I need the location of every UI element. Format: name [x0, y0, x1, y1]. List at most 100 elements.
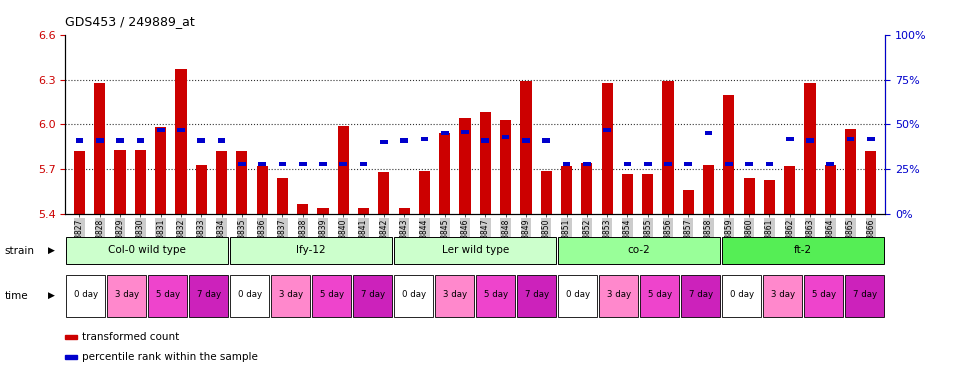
- Text: 3 day: 3 day: [771, 290, 795, 299]
- Bar: [419, 171, 430, 214]
- Bar: [176, 69, 186, 214]
- Bar: [662, 81, 674, 214]
- Bar: [378, 172, 390, 214]
- Bar: [229, 274, 269, 317]
- Text: ▶: ▶: [48, 291, 55, 300]
- Text: ft-2: ft-2: [794, 245, 812, 255]
- Bar: [340, 162, 348, 166]
- Text: GDS453 / 249889_at: GDS453 / 249889_at: [65, 15, 195, 28]
- Bar: [318, 208, 328, 214]
- Text: 0 day: 0 day: [74, 290, 98, 299]
- Bar: [218, 138, 226, 143]
- Bar: [622, 174, 633, 214]
- Bar: [522, 138, 530, 143]
- Bar: [825, 165, 836, 214]
- Text: 0 day: 0 day: [565, 290, 589, 299]
- Bar: [705, 131, 712, 135]
- Bar: [66, 274, 106, 317]
- Text: 3 day: 3 day: [607, 290, 631, 299]
- Bar: [558, 237, 720, 264]
- Bar: [681, 274, 720, 317]
- Bar: [439, 133, 450, 214]
- Bar: [360, 162, 368, 166]
- Bar: [278, 162, 286, 166]
- Text: transformed count: transformed count: [82, 332, 179, 342]
- Text: 7 day: 7 day: [197, 290, 221, 299]
- Text: Ler wild type: Ler wild type: [442, 245, 509, 255]
- Bar: [867, 137, 875, 141]
- Text: 7 day: 7 day: [361, 290, 385, 299]
- Bar: [258, 162, 266, 166]
- Text: 5 day: 5 day: [320, 290, 344, 299]
- Bar: [516, 274, 556, 317]
- Bar: [561, 166, 572, 214]
- Bar: [723, 94, 734, 214]
- Bar: [722, 274, 761, 317]
- Bar: [460, 119, 470, 214]
- Bar: [804, 274, 843, 317]
- Bar: [398, 208, 410, 214]
- Bar: [804, 83, 816, 214]
- Bar: [482, 138, 490, 143]
- Bar: [644, 162, 652, 166]
- Bar: [96, 138, 104, 143]
- Bar: [394, 274, 433, 317]
- Bar: [319, 162, 326, 166]
- Bar: [236, 152, 248, 214]
- Text: strain: strain: [5, 246, 35, 256]
- Bar: [683, 190, 694, 214]
- Text: 5 day: 5 day: [156, 290, 180, 299]
- Text: 5 day: 5 day: [811, 290, 836, 299]
- Bar: [116, 138, 124, 143]
- Text: Col-0 wild type: Col-0 wild type: [108, 245, 186, 255]
- Bar: [400, 138, 408, 143]
- Text: percentile rank within the sample: percentile rank within the sample: [82, 352, 257, 362]
- Bar: [520, 81, 532, 214]
- Bar: [540, 171, 552, 214]
- Bar: [380, 140, 388, 145]
- Bar: [599, 274, 638, 317]
- Bar: [583, 162, 590, 166]
- Bar: [156, 127, 166, 214]
- Bar: [845, 274, 884, 317]
- Bar: [764, 180, 775, 214]
- Bar: [476, 274, 516, 317]
- Text: 3 day: 3 day: [278, 290, 302, 299]
- Bar: [198, 138, 205, 143]
- Text: lfy-12: lfy-12: [297, 245, 326, 255]
- Bar: [684, 162, 692, 166]
- Bar: [256, 166, 268, 214]
- Bar: [420, 137, 428, 141]
- Bar: [271, 274, 310, 317]
- Bar: [744, 178, 755, 214]
- Text: 3 day: 3 day: [443, 290, 467, 299]
- Bar: [603, 128, 611, 132]
- Text: 7 day: 7 day: [688, 290, 712, 299]
- Bar: [480, 112, 491, 214]
- Bar: [542, 138, 550, 143]
- Bar: [94, 83, 106, 214]
- Bar: [765, 162, 774, 166]
- Text: time: time: [5, 291, 29, 300]
- Text: co-2: co-2: [628, 245, 651, 255]
- Bar: [558, 274, 597, 317]
- Bar: [847, 137, 854, 141]
- Bar: [722, 237, 884, 264]
- Bar: [784, 166, 795, 214]
- Bar: [394, 237, 556, 264]
- Bar: [602, 83, 612, 214]
- Bar: [276, 178, 288, 214]
- Bar: [639, 274, 679, 317]
- Bar: [136, 138, 144, 143]
- Bar: [76, 138, 84, 143]
- Text: 0 day: 0 day: [730, 290, 754, 299]
- Bar: [763, 274, 803, 317]
- Bar: [827, 162, 834, 166]
- Bar: [664, 162, 672, 166]
- Bar: [358, 208, 370, 214]
- Bar: [642, 174, 653, 214]
- Bar: [189, 274, 228, 317]
- Bar: [74, 152, 85, 214]
- Bar: [312, 274, 351, 317]
- Text: 7 day: 7 day: [524, 290, 549, 299]
